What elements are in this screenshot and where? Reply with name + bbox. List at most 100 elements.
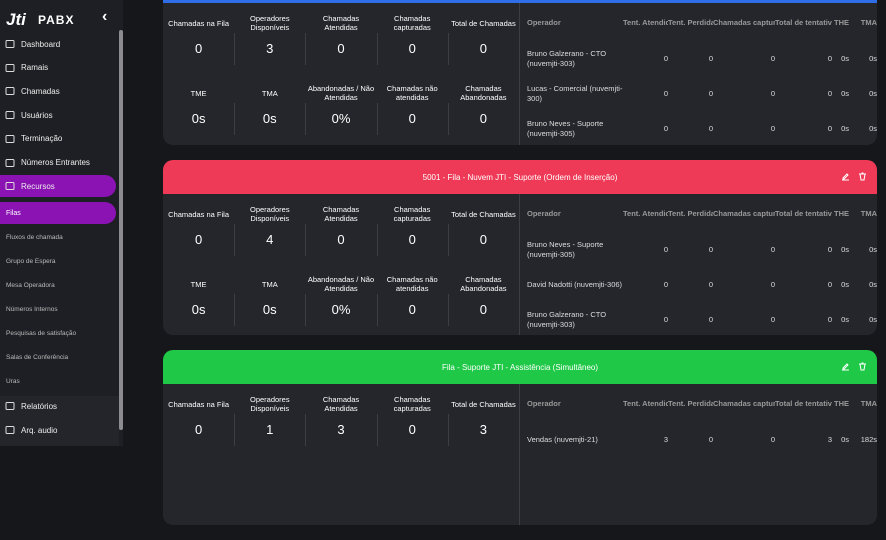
column-header: Tent. Perdidas	[668, 208, 713, 218]
table-cell: 0	[827, 244, 832, 254]
stat-value: 0	[337, 232, 345, 247]
menu-item[interactable]: Números Entrantes	[0, 152, 116, 174]
menu-item[interactable]: Chamadas	[0, 80, 116, 102]
column-header: TMA	[860, 398, 877, 408]
menu-item[interactable]: Pesquisas de satisfação	[0, 322, 116, 344]
column-header: Tent. Perdidas	[668, 17, 713, 27]
menu-label: Números Entrantes	[21, 158, 90, 167]
table-cell: 0	[827, 279, 832, 289]
menu-item[interactable]: Grupo de Espera	[0, 250, 116, 272]
icon	[5, 158, 15, 167]
sidebar: Jti PABX ‹ Dashboard Ramais Chamadas Usuári…	[0, 0, 123, 446]
delete-icon[interactable]	[858, 172, 867, 181]
queue-header: Fila - Suporte JTI - Assistência (Simult…	[163, 350, 877, 384]
brand: PABX	[38, 13, 75, 27]
menu-item[interactable]: Recursos	[0, 175, 116, 198]
column-header: THE	[834, 398, 849, 408]
table-cell: 0	[708, 314, 713, 324]
stat-label: Abandonadas / Não Atendidas	[307, 84, 375, 102]
stat-label: Chamadas Abandonadas	[460, 84, 507, 102]
menu-item[interactable]: Terminação	[0, 128, 116, 150]
icon	[5, 426, 15, 434]
table-cell: 0s	[841, 88, 849, 98]
menu-item[interactable]: Dashboard	[0, 33, 116, 55]
stat-value: 0s	[262, 302, 277, 317]
menu-item[interactable]: Mesa Operadora	[0, 274, 116, 296]
stat-label: TME	[190, 88, 207, 98]
stat-label: Chamadas na Fila	[168, 18, 230, 28]
stat-label: Operadores Disponíveis	[249, 14, 290, 32]
table-cell: 3	[663, 434, 668, 444]
table-cell: Bruno Galzerano - CTO (nuvemjti-303)	[527, 309, 607, 329]
table-cell: 0	[827, 123, 832, 133]
column-header: Operador	[527, 208, 561, 218]
stat-value: 3	[337, 422, 345, 437]
menu-item[interactable]: Ramais	[0, 57, 116, 79]
stat-label: Total de Chamadas	[451, 399, 516, 409]
table-cell: 0s	[841, 314, 849, 324]
menu-item[interactable]: Arq. audio	[0, 419, 116, 441]
table-cell: 0s	[869, 314, 877, 324]
queue-actions	[841, 172, 867, 181]
menu-label: Salas de Conferência	[6, 353, 69, 361]
stat-label: Chamadas na Fila	[168, 399, 230, 409]
menu-label: Arq. audio	[21, 425, 58, 435]
menu-label: Terminação	[21, 134, 63, 144]
stat: Operadores Disponíveis 3	[234, 3, 305, 73]
delete-icon[interactable]	[858, 362, 867, 371]
stat-value: 4	[266, 232, 274, 247]
stat: Chamadas Abandonadas 0	[447, 73, 519, 143]
menu-item[interactable]: Usuários	[0, 104, 116, 126]
stat-label: Chamadas Atendidas	[322, 205, 360, 223]
menu-label: Dashboard	[21, 39, 61, 49]
main: Chamadas na Fila 0 Operadores Disponíveis 3…	[163, 0, 877, 540]
table-cell: 0	[708, 53, 713, 63]
table-cell: Vendas (nuvemjti-21)	[527, 434, 598, 444]
table-cell: 0	[708, 244, 713, 254]
table-cell: 0	[770, 244, 775, 254]
table-cell: 0	[663, 53, 668, 63]
collapse-button[interactable]: ‹	[102, 8, 108, 25]
menu-item[interactable]: Salas de Conferência	[0, 346, 116, 368]
table-cell: 0	[770, 123, 775, 133]
table-cell: 0	[770, 53, 775, 63]
scrollbar[interactable]	[119, 30, 123, 430]
column-header: Tent. Atendidas	[623, 398, 668, 408]
stat: Chamadas capturadas 0	[376, 3, 448, 73]
edit-icon[interactable]	[841, 172, 850, 181]
table-cell: 0	[827, 53, 832, 63]
stat: Operadores Disponíveis 4	[234, 194, 305, 264]
app: Jti PABX ‹ Dashboard Ramais Chamadas Usuári…	[0, 0, 877, 525]
menu-item[interactable]: Números Internos	[0, 298, 116, 320]
table-cell: 0	[708, 434, 713, 444]
stat: Chamadas não atendidas 0	[376, 264, 448, 334]
operator-table: Operador Tent. AtendidasTent. PerdidasCha…	[519, 384, 877, 525]
stat-value: 0	[479, 302, 487, 317]
icon	[5, 182, 15, 191]
table-cell: 0s	[841, 434, 849, 444]
table-cell: 0	[770, 434, 775, 444]
menu-item[interactable]: Filas	[0, 202, 116, 224]
queue-body: Chamadas na Fila 0 Operadores Disponíveis 4…	[163, 194, 877, 335]
stat-value: 1	[266, 422, 274, 437]
stat-value: 0s	[191, 111, 206, 126]
queue-stats: Chamadas na Fila 0 Operadores Disponíveis 4…	[163, 194, 519, 335]
menu-item[interactable]: Fluxos de chamada	[0, 226, 116, 248]
table-cell: 0s	[841, 53, 849, 63]
stat-value: 0%	[331, 302, 351, 317]
stat-label: Chamadas Atendidas	[322, 14, 360, 32]
edit-icon[interactable]	[841, 362, 850, 371]
queue-title: Fila - Suporte JTI - Assistência (Simult…	[441, 362, 599, 372]
menu-label: Grupo de Espera	[6, 257, 56, 265]
menu-item[interactable]: Uras	[0, 370, 116, 392]
stat: Total de Chamadas 0	[447, 194, 519, 264]
queue-panel: Fila - Suporte JTI - Assistência (Simult…	[163, 350, 877, 525]
stat-label: Operadores Disponíveis	[249, 395, 290, 413]
menu-item[interactable]: Relatórios	[0, 395, 116, 417]
stat: Chamadas na Fila 0	[163, 194, 234, 264]
table-cell: 0	[827, 314, 832, 324]
table-cell: 0s	[869, 244, 877, 254]
stat: Chamadas Atendidas 0	[305, 194, 376, 264]
table-cell: 182s	[860, 434, 877, 444]
stat-label: TME	[190, 279, 207, 289]
